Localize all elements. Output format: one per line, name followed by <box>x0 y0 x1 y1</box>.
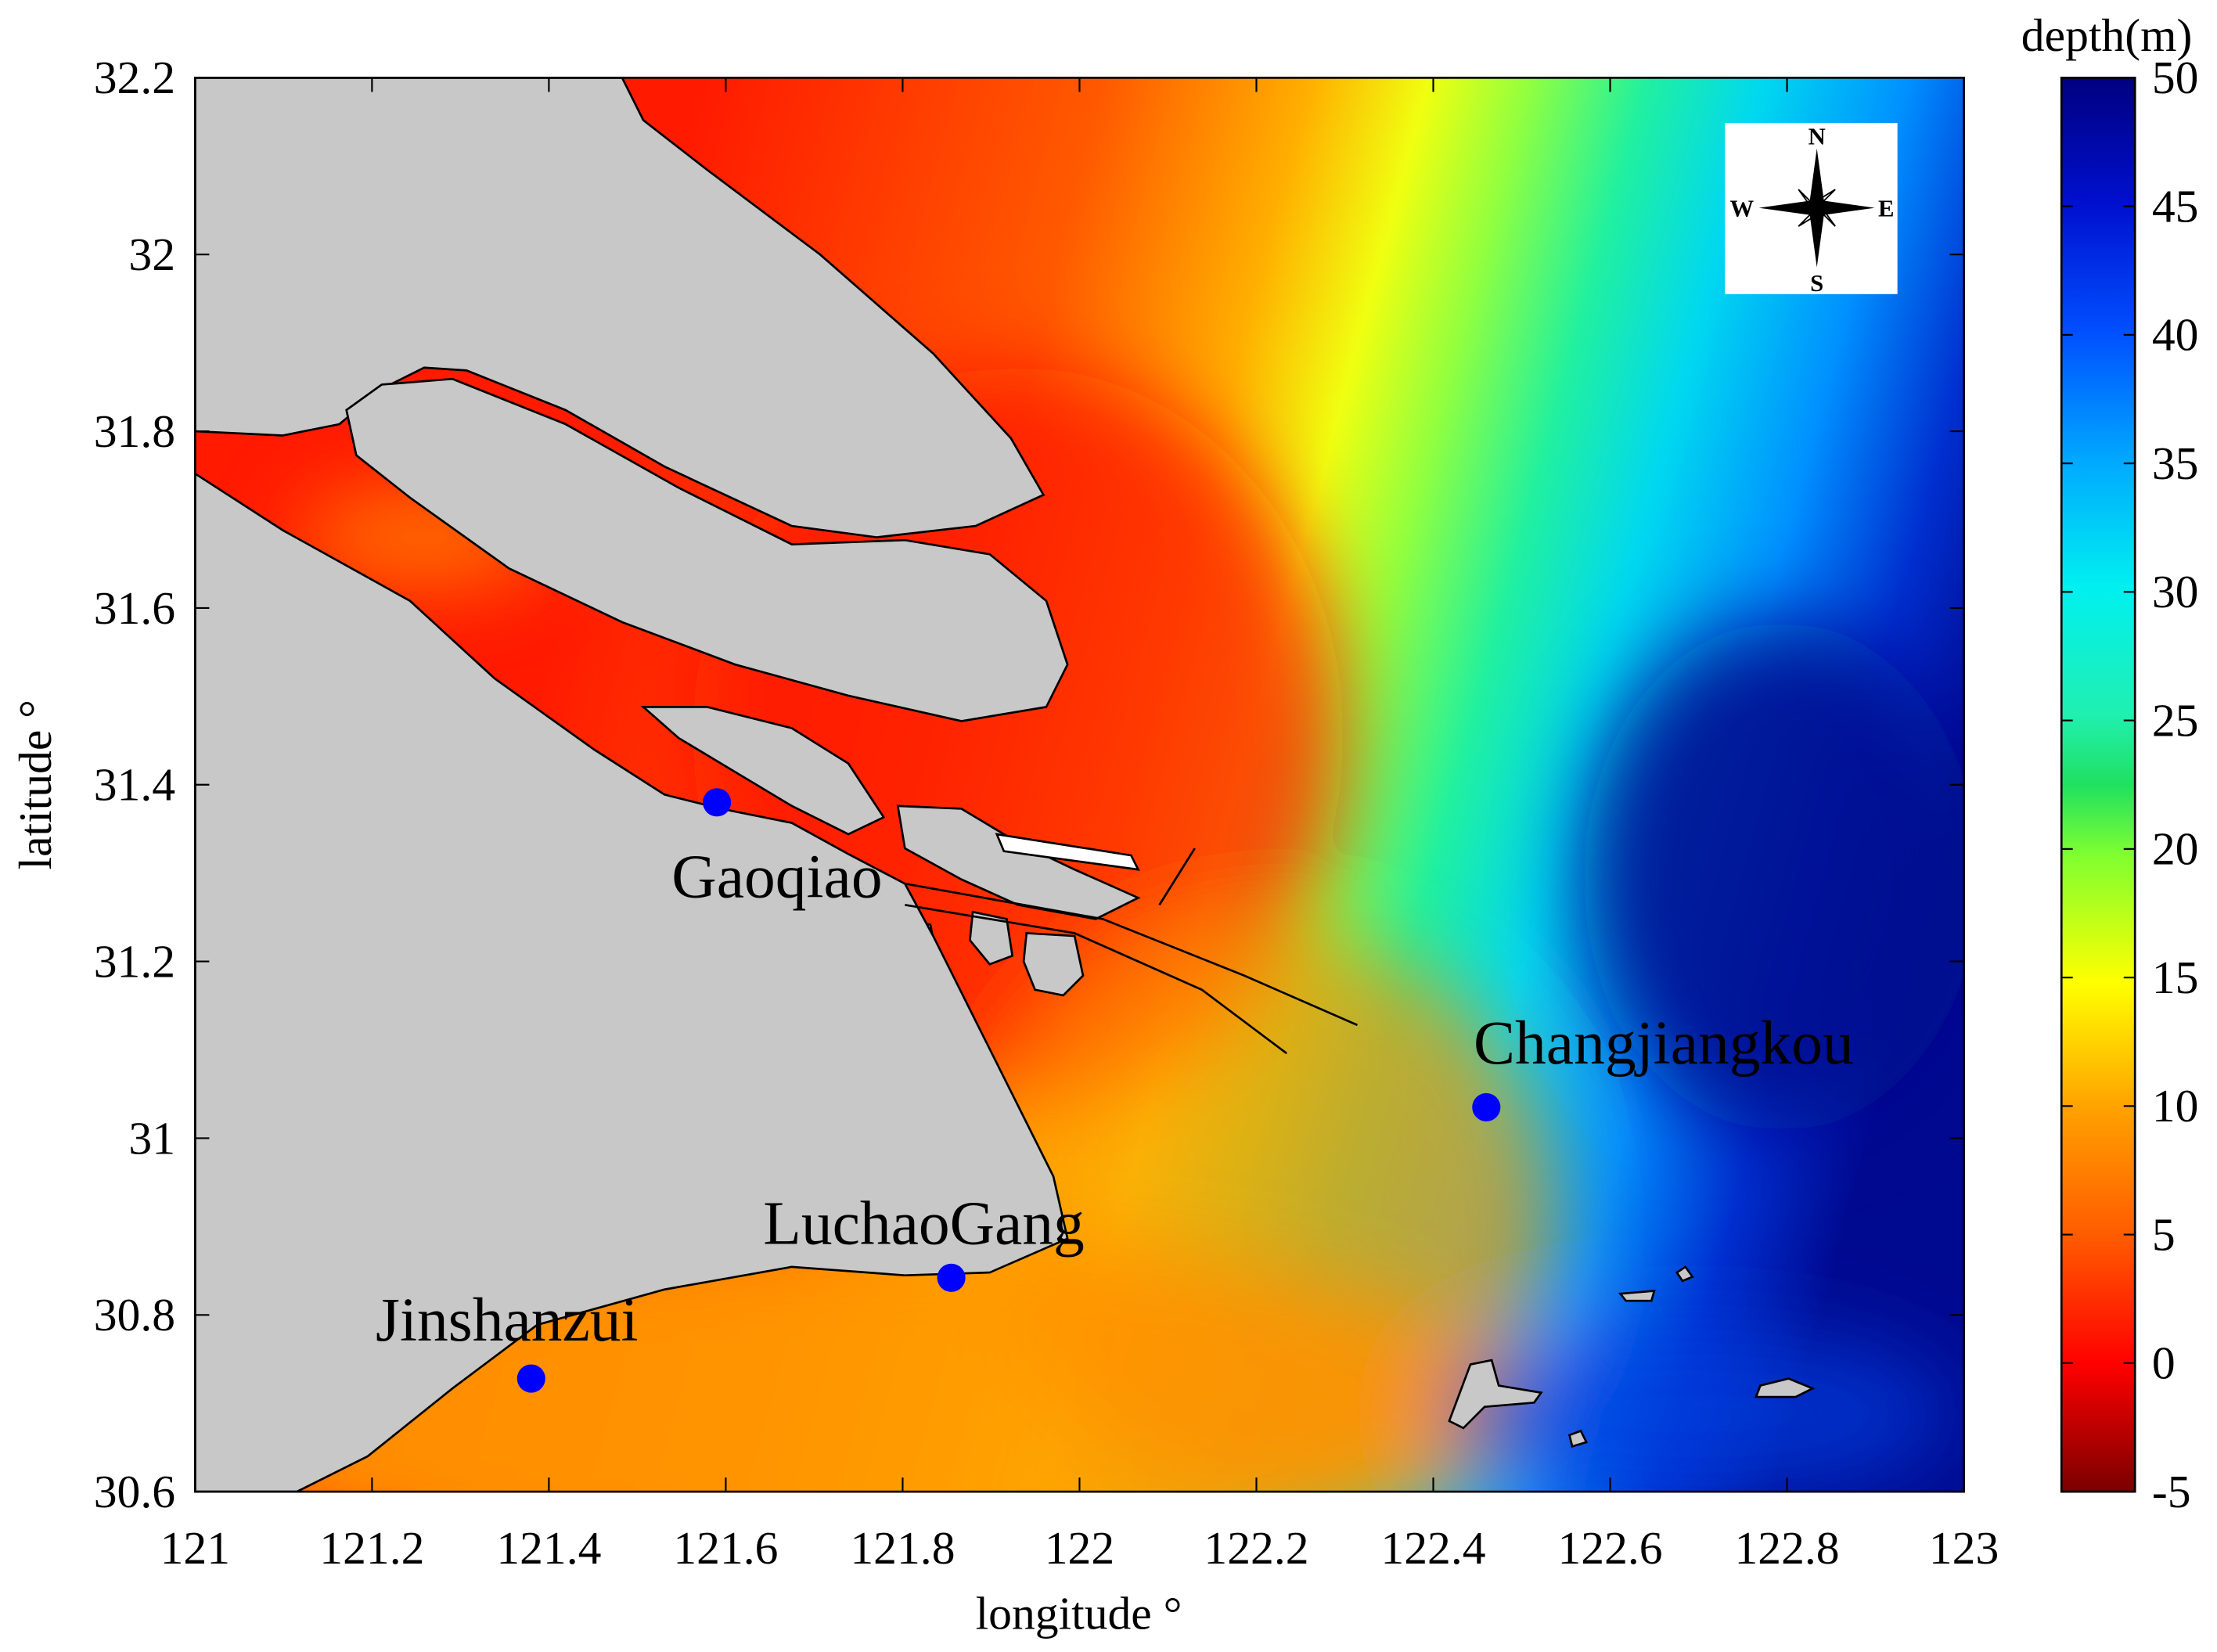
colorbar-tick-label: 45 <box>2152 180 2199 232</box>
islet <box>1755 1377 1816 1398</box>
x-tick-label: 121.8 <box>850 1522 955 1574</box>
shoal-island <box>969 910 1014 966</box>
compass-arrow <box>1809 148 1824 208</box>
station-label: LuchaoGang <box>763 1189 1085 1258</box>
shoal-island <box>1022 932 1085 997</box>
jetties <box>905 848 1359 1055</box>
compass: N S E W <box>1725 123 1898 297</box>
x-tick-label: 122.2 <box>1204 1522 1308 1574</box>
islet <box>995 833 1140 871</box>
y-tick-label: 30.6 <box>94 1466 175 1517</box>
colorbar-tick-label: 30 <box>2152 566 2199 617</box>
station-marker <box>516 1364 545 1393</box>
x-tick-label: 122 <box>1045 1522 1114 1574</box>
y-tick-label: 31 <box>128 1112 175 1164</box>
colorbar-tick-label: 40 <box>2152 309 2199 361</box>
y-tick-label: 30.8 <box>94 1289 175 1341</box>
station-label: Jinshanzui <box>376 1286 639 1355</box>
colorbar-tick-label: 0 <box>2152 1337 2176 1389</box>
y-tick-label: 31.8 <box>94 405 175 457</box>
compass-south: S <box>1810 270 1823 297</box>
x-tick-label: 122.8 <box>1734 1522 1839 1574</box>
compass-north: N <box>1809 123 1826 149</box>
colorbar-tick-label: 15 <box>2152 952 2199 1003</box>
compass-west: W <box>1730 195 1755 221</box>
bathymetry <box>195 77 1964 1492</box>
y-tick-label: 32.2 <box>94 52 175 103</box>
station-marker <box>937 1263 966 1292</box>
colorbar-tick-label: -5 <box>2152 1466 2191 1517</box>
chongming-island <box>345 377 1069 722</box>
x-tick-label: 121.4 <box>496 1522 601 1574</box>
colorbar-tick-label: 10 <box>2152 1080 2199 1132</box>
compass-rose <box>1798 189 1836 227</box>
x-tick-label: 122.4 <box>1380 1522 1485 1574</box>
station-label: Changjiangkou <box>1474 1009 1854 1078</box>
station-label: Gaoqiao <box>671 842 882 911</box>
colorbar-tick-label: 50 <box>2152 52 2199 103</box>
colorbar-tick-label: 35 <box>2152 437 2199 489</box>
compass-arrow <box>1758 200 1817 215</box>
zhoushan-island <box>1448 1359 1543 1430</box>
islet <box>1675 1265 1694 1283</box>
y-axis-label: latitude ° <box>9 700 61 870</box>
x-tick-label: 123 <box>1929 1522 1999 1574</box>
islet <box>1618 1290 1656 1302</box>
y-tick-label: 31.2 <box>94 935 175 987</box>
y-tick-label: 31.6 <box>94 582 175 634</box>
colorbar-tick-label: 5 <box>2152 1208 2176 1260</box>
x-tick-label: 121.2 <box>319 1522 424 1574</box>
y-tick-label: 31.4 <box>94 759 175 811</box>
x-axis-label: longitude ° <box>976 1587 1182 1639</box>
compass-arrow <box>1809 207 1824 268</box>
station-marker <box>703 788 732 817</box>
x-tick-label: 121 <box>160 1522 230 1574</box>
compass-arrow <box>1816 200 1875 215</box>
changxing-island <box>640 706 886 836</box>
compass-east: E <box>1878 195 1894 221</box>
colorbar-tick-label: 25 <box>2152 694 2199 746</box>
colorbar-label: depth(m) <box>2021 9 2193 61</box>
islet <box>1567 1429 1589 1449</box>
south-bank <box>195 472 1069 1492</box>
colorbar-tick-label: 20 <box>2152 823 2199 875</box>
station-marker <box>1472 1092 1501 1121</box>
north-bank <box>195 77 1046 538</box>
x-tick-label: 122.6 <box>1557 1522 1662 1574</box>
y-tick-label: 32 <box>128 229 175 280</box>
x-tick-label: 121.6 <box>673 1522 778 1574</box>
land <box>195 77 1816 1492</box>
hengsha-island <box>896 804 1141 920</box>
colorbar <box>2060 77 2136 1493</box>
